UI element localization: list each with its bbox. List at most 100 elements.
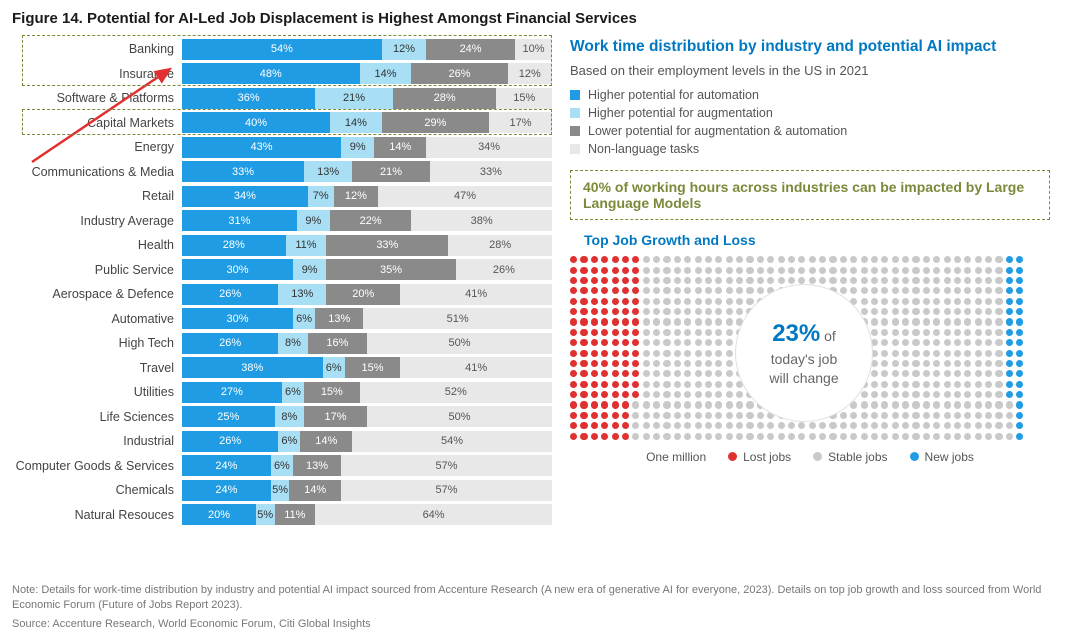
dot: [954, 287, 961, 294]
dot: [757, 287, 764, 294]
dot: [612, 277, 619, 284]
dot: [580, 298, 587, 305]
dot: [674, 360, 681, 367]
bar-track: 38%6%15%41%: [182, 357, 552, 378]
bar-segment: 20%: [326, 284, 400, 305]
dot: [871, 329, 878, 336]
dot: [570, 339, 577, 346]
dot: [954, 256, 961, 263]
dot: [881, 422, 888, 429]
dot: [757, 433, 764, 440]
footer-note: Note: Details for work-time distribution…: [12, 583, 1068, 614]
dot: [829, 267, 836, 274]
dot: [912, 308, 919, 315]
dot: [861, 391, 868, 398]
bar-track: 30%9%35%26%: [182, 259, 552, 280]
bar-segment: 24%: [426, 39, 515, 60]
dot: [933, 256, 940, 263]
dot: [944, 298, 951, 305]
bar-row: Natural Resouces20%5%11%64%: [12, 503, 552, 528]
dot: [601, 287, 608, 294]
dot: [788, 277, 795, 284]
dot: [881, 277, 888, 284]
dot: [1016, 391, 1023, 398]
dot: [923, 350, 930, 357]
bar-segment: 54%: [352, 431, 552, 452]
dot: [809, 277, 816, 284]
dot: [705, 350, 712, 357]
dot: [684, 308, 691, 315]
dot: [892, 370, 899, 377]
dot: [944, 277, 951, 284]
dot: [892, 412, 899, 419]
dot: [778, 433, 785, 440]
dot: [746, 412, 753, 419]
dot: [964, 298, 971, 305]
dot: [653, 412, 660, 419]
dot: [964, 329, 971, 336]
dot: [964, 277, 971, 284]
bar-segment: 13%: [304, 161, 352, 182]
dot: [964, 370, 971, 377]
dot: [632, 277, 639, 284]
bar-segment: 21%: [352, 161, 430, 182]
dot: [850, 267, 857, 274]
bar-label: Capital Markets: [12, 116, 182, 130]
dot: [995, 422, 1002, 429]
dot: [985, 339, 992, 346]
dot: [975, 412, 982, 419]
dot: [954, 401, 961, 408]
dot: [902, 277, 909, 284]
dot: [933, 350, 940, 357]
bar-segment: 7%: [308, 186, 334, 207]
dot: [622, 350, 629, 357]
dot: [715, 391, 722, 398]
dot: [622, 381, 629, 388]
bar-label: Energy: [12, 140, 182, 154]
bar-segment: 54%: [182, 39, 382, 60]
dot: [684, 360, 691, 367]
dot: [892, 329, 899, 336]
dot: [684, 329, 691, 336]
dot: [850, 422, 857, 429]
dot: [923, 267, 930, 274]
dot: [933, 318, 940, 325]
dot-legend-swatch: [813, 452, 822, 461]
dot: [591, 277, 598, 284]
dot: [923, 401, 930, 408]
dot: [736, 412, 743, 419]
dot: [944, 308, 951, 315]
dot: [746, 401, 753, 408]
dot: [985, 318, 992, 325]
dot: [944, 267, 951, 274]
bar-track: 33%13%21%33%: [182, 161, 552, 182]
dot: [695, 412, 702, 419]
dot: [975, 256, 982, 263]
dot: [778, 256, 785, 263]
bar-segment: 6%: [278, 431, 300, 452]
dot: [1006, 318, 1013, 325]
dot: [695, 391, 702, 398]
dot: [881, 401, 888, 408]
dot: [632, 329, 639, 336]
dot: [778, 267, 785, 274]
dot: [570, 370, 577, 377]
dot: [954, 308, 961, 315]
dot: [954, 370, 961, 377]
dot: [871, 318, 878, 325]
dot: [715, 350, 722, 357]
dot: [601, 308, 608, 315]
dot: [1016, 256, 1023, 263]
dot: [964, 360, 971, 367]
dot: [622, 422, 629, 429]
dot: [933, 401, 940, 408]
dot: [871, 308, 878, 315]
dot: [570, 391, 577, 398]
dot: [580, 329, 587, 336]
dot: [881, 298, 888, 305]
dot: [695, 350, 702, 357]
bar-track: 24%6%13%57%: [182, 455, 552, 476]
dot: [726, 381, 733, 388]
dot: [726, 318, 733, 325]
dot: [933, 412, 940, 419]
